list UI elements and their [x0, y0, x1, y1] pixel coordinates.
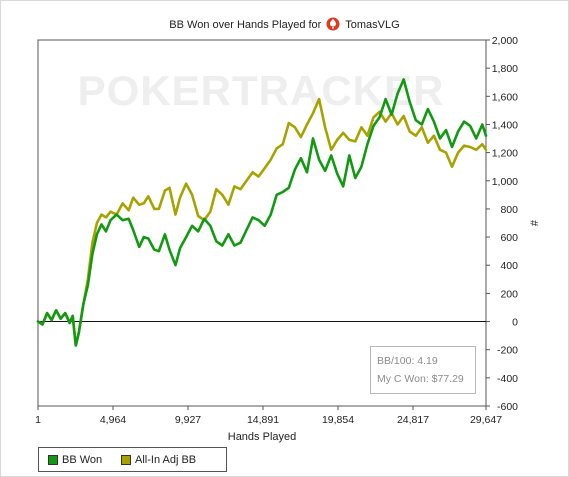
x-tick-label: 14,891: [247, 414, 279, 426]
legend-item-all-in-adj[interactable]: All-In Adj BB: [121, 454, 196, 466]
y-tick-label: 800: [500, 204, 518, 216]
y-axis-label: #: [529, 219, 541, 226]
x-tick-label: 9,927: [175, 414, 201, 426]
y-tick-label: 1,000: [492, 176, 518, 188]
x-tick-label: 19,854: [322, 414, 354, 426]
y-tick-label: 1,600: [492, 91, 518, 103]
x-axis-label: Hands Played: [228, 431, 297, 443]
x-tick-label: 4,964: [100, 414, 126, 426]
y-tick-label: 1,200: [492, 148, 518, 160]
y-tick-label: 0: [512, 317, 518, 329]
y-tick-label: 400: [500, 260, 518, 272]
chart-title-text: BB Won over Hands Played for: [169, 19, 322, 31]
bb100-value: 4.19: [417, 355, 438, 367]
y-tick-label: 200: [500, 288, 518, 300]
y-tick-label: 1,400: [492, 119, 518, 131]
cwon-label: My C Won:: [377, 373, 429, 385]
y-tick-label: 2,000: [492, 35, 518, 47]
chart-title: BB Won over Hands Played for TomasVLG: [0, 17, 569, 31]
legend: BB Won All-In Adj BB: [38, 447, 227, 472]
cwon-row: My C Won: $77.29: [377, 370, 475, 388]
x-tick-label: 1: [35, 414, 41, 426]
stats-box: BB/100: 4.19 My C Won: $77.29: [370, 346, 476, 394]
series-line-all-in-adj-bb: [36, 97, 488, 347]
pokerstars-star-icon: [326, 17, 340, 31]
bb100-row: BB/100: 4.19: [377, 352, 475, 370]
legend-label-bb-won: BB Won: [62, 454, 103, 466]
y-tick-label: 600: [500, 232, 518, 244]
x-tick-label: 29,647: [470, 414, 502, 426]
cwon-value: $77.29: [431, 373, 464, 385]
x-tick-label: 24,817: [397, 414, 429, 426]
player-name: TomasVLG: [345, 19, 400, 31]
bb100-label: BB/100:: [377, 355, 415, 367]
y-tick-label: -600: [497, 401, 518, 413]
legend-label-all-in-adj: All-In Adj BB: [135, 454, 197, 466]
y-tick-label: -200: [497, 345, 518, 357]
legend-swatch-bb-won: [48, 455, 58, 465]
legend-swatch-all-in-adj: [121, 455, 131, 465]
legend-item-bb-won[interactable]: BB Won: [48, 454, 102, 466]
y-tick-label: -400: [497, 373, 518, 385]
y-tick-label: 1,800: [492, 63, 518, 75]
series-line-bb-won: [36, 78, 488, 347]
plot-area: [37, 39, 487, 407]
